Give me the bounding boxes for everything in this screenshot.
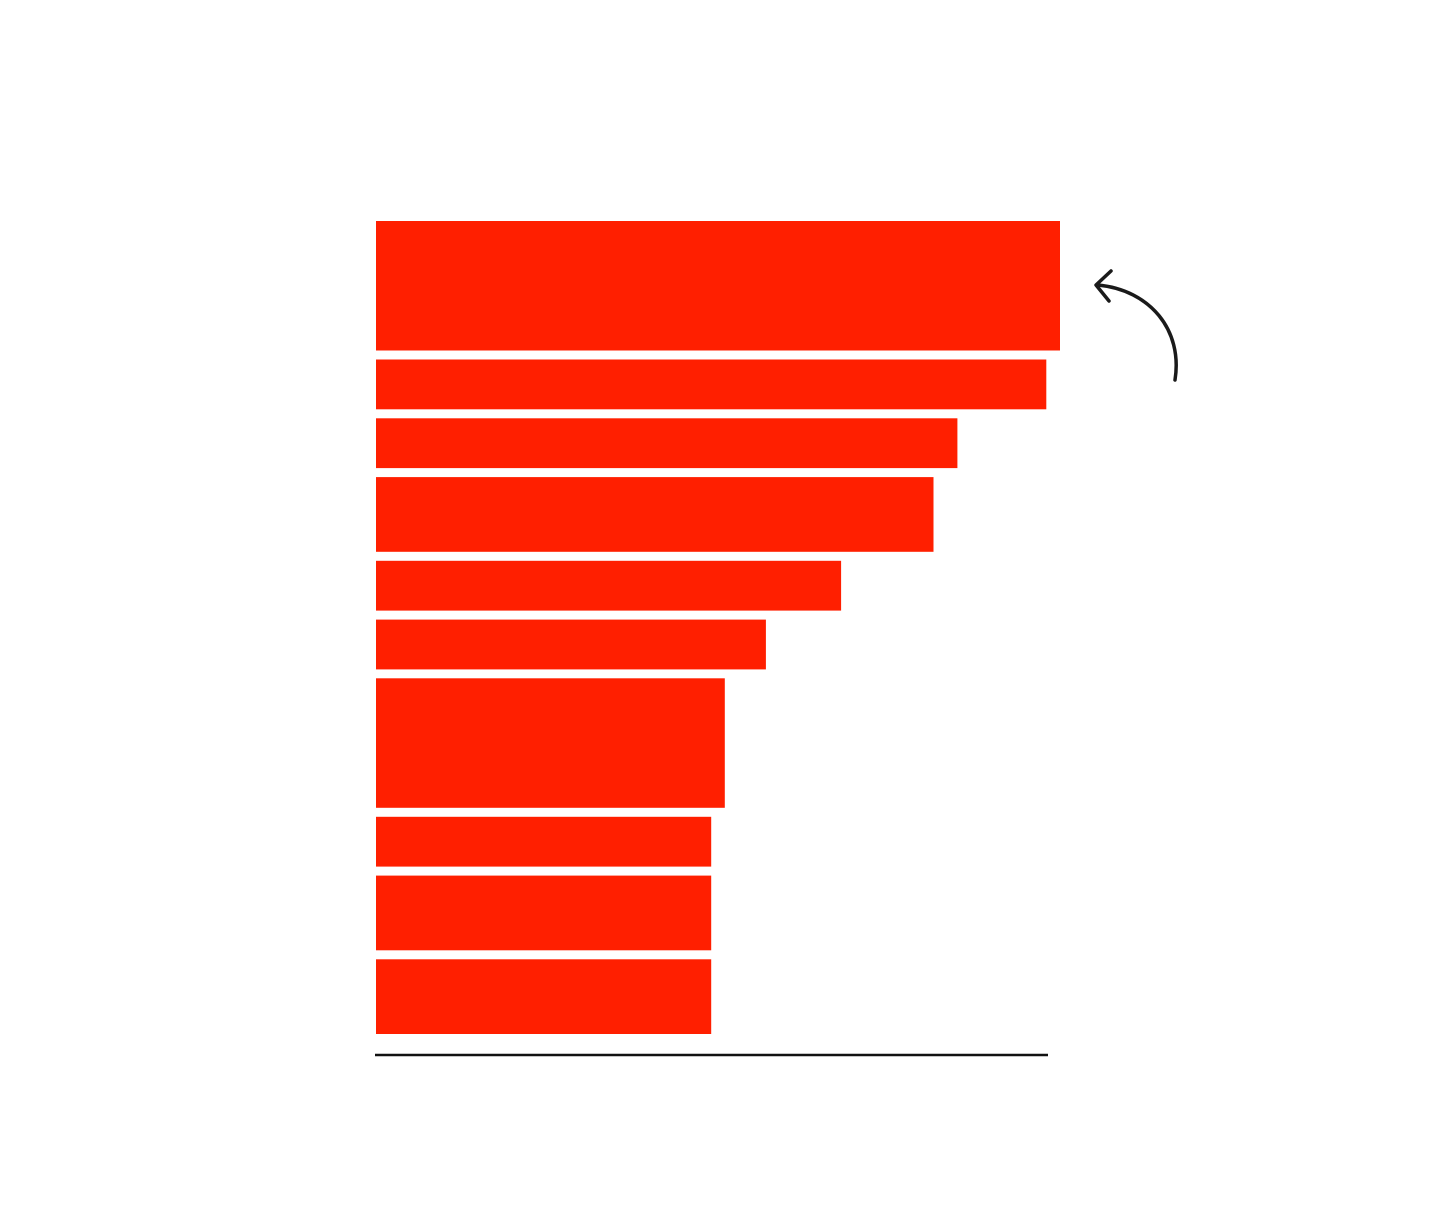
bar-3 bbox=[376, 418, 958, 469]
bar-8 bbox=[376, 816, 712, 867]
bars-group bbox=[376, 221, 1060, 1034]
arrow-curve bbox=[1096, 283, 1178, 382]
bar-1 bbox=[376, 221, 1060, 351]
bar-4 bbox=[376, 477, 934, 552]
bar-6 bbox=[376, 619, 766, 670]
bar-10 bbox=[376, 959, 712, 1034]
curved-arrow-icon bbox=[1094, 269, 1178, 382]
bar-5 bbox=[376, 560, 842, 611]
arrow-head bbox=[1094, 269, 1113, 303]
bar-7 bbox=[376, 678, 725, 808]
bar-9 bbox=[376, 875, 712, 951]
bar-2 bbox=[376, 359, 1047, 410]
